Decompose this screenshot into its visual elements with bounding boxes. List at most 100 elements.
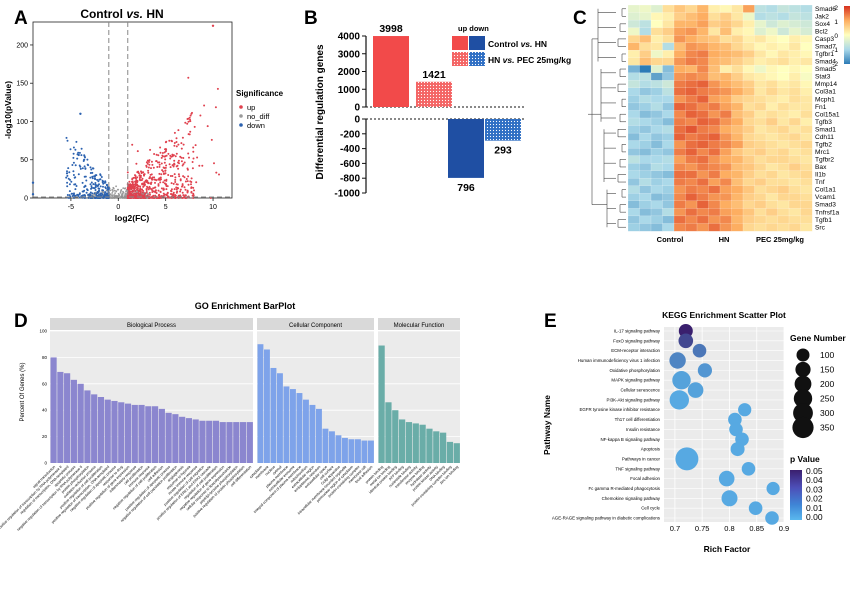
deg-ytick-label: 1000 bbox=[338, 85, 361, 96]
volcano-ytick-label: 0 bbox=[24, 196, 28, 203]
heatmap-cell bbox=[731, 125, 744, 134]
heatmap-gene-label: Mmp14 bbox=[815, 81, 837, 88]
heatmap-cell bbox=[650, 132, 663, 142]
heatmap-cell bbox=[742, 185, 755, 194]
go-bar bbox=[342, 437, 348, 463]
heatmap-cell bbox=[777, 65, 790, 74]
heatmap-cell bbox=[742, 110, 755, 119]
heatmap-cell bbox=[685, 65, 698, 74]
heatmap-cell bbox=[731, 35, 744, 44]
heatmap-cell bbox=[788, 27, 801, 36]
go-bar bbox=[277, 373, 283, 463]
go-bar bbox=[257, 344, 264, 463]
heatmap-cell bbox=[673, 42, 686, 51]
heatmap-cell bbox=[765, 57, 778, 66]
volcano-point-down bbox=[84, 167, 87, 170]
volcano-point-up bbox=[142, 196, 145, 199]
volcano-point-down bbox=[74, 148, 77, 151]
heatmap-cell bbox=[719, 12, 732, 21]
go-ytick-label: 40 bbox=[42, 408, 48, 413]
heatmap-cell bbox=[662, 35, 675, 44]
deg-bars: 3998 1421 796 293 bbox=[373, 23, 521, 194]
go-bar bbox=[226, 422, 233, 463]
volcano-point-up bbox=[171, 153, 174, 156]
heatmap-cell bbox=[754, 125, 767, 134]
volcano-point-down bbox=[31, 193, 35, 196]
volcano-point-up bbox=[173, 188, 176, 191]
volcano-point-up bbox=[149, 193, 151, 196]
heatmap-cell bbox=[777, 125, 790, 134]
volcano-point-up bbox=[145, 161, 148, 164]
heatmap-cell bbox=[685, 215, 698, 224]
volcano-point-up bbox=[192, 186, 195, 189]
kegg-title: KEGG Enrichment Scatter Plot bbox=[662, 310, 786, 320]
heatmap-cell bbox=[696, 57, 709, 66]
volcano-point-up bbox=[132, 176, 135, 179]
volcano-point-up bbox=[177, 167, 180, 170]
volcano-point-up bbox=[189, 180, 192, 183]
heatmap-cell bbox=[627, 87, 640, 96]
volcano-point-down bbox=[91, 177, 94, 180]
heatmap-cell bbox=[639, 102, 652, 111]
volcano-point-up bbox=[128, 185, 131, 188]
volcano-point-up bbox=[156, 166, 159, 168]
volcano-point-down bbox=[72, 174, 75, 176]
heatmap-cell bbox=[673, 223, 686, 232]
volcano-point-up bbox=[143, 174, 145, 177]
volcano-point-down bbox=[79, 112, 82, 116]
volcano-point-up bbox=[165, 164, 168, 167]
panel-e-kegg-scatter: E KEGG Enrichment Scatter Plot Pathway N… bbox=[542, 310, 846, 554]
heatmap-cell bbox=[777, 72, 790, 81]
volcano-point-down bbox=[94, 182, 97, 184]
volcano-point-down bbox=[105, 183, 108, 186]
heatmap-cell bbox=[765, 110, 778, 119]
go-bar bbox=[70, 379, 77, 463]
volcano-point-up bbox=[189, 130, 192, 133]
go-bar bbox=[179, 416, 186, 463]
heatmap-cell bbox=[765, 163, 778, 172]
volcano-point-up bbox=[135, 192, 138, 195]
volcano-point-up bbox=[186, 180, 189, 183]
heatmap-cell bbox=[719, 80, 732, 89]
volcano-point-up bbox=[183, 176, 186, 179]
go-bar bbox=[368, 440, 374, 463]
heatmap-cell bbox=[627, 27, 640, 36]
go-bar bbox=[378, 345, 385, 463]
heatmap-cell bbox=[731, 110, 744, 119]
kegg-pathway-label: Insulin resistance bbox=[626, 427, 660, 432]
heatmap-cell bbox=[754, 155, 767, 164]
volcano-point-up bbox=[177, 173, 180, 176]
heatmap-cell bbox=[662, 132, 675, 142]
volcano-point-up bbox=[141, 191, 144, 194]
kegg-pathway-label: Cell cycle bbox=[641, 506, 660, 511]
heatmap-cell bbox=[650, 102, 663, 111]
heatmap-cell bbox=[639, 140, 652, 149]
kegg-pathway-label: Fc gamma R-mediated phagocytosis bbox=[588, 486, 660, 491]
heatmap-cell bbox=[639, 65, 652, 74]
volcano-point-up bbox=[168, 163, 171, 166]
volcano-point-up bbox=[158, 163, 161, 166]
heatmap-cell bbox=[696, 132, 709, 142]
volcano-point-up bbox=[136, 183, 139, 186]
volcano-point-up bbox=[160, 195, 163, 197]
deg-ytick-label: -400 bbox=[340, 144, 360, 155]
volcano-point-up bbox=[214, 106, 217, 109]
kegg-pathway-label: Pathways in cancer bbox=[622, 456, 661, 461]
volcano-point-down bbox=[72, 170, 75, 173]
volcano-point-down bbox=[100, 176, 103, 178]
deg-bar-up bbox=[373, 36, 409, 107]
heatmap-cell bbox=[662, 65, 675, 74]
heatmap-cell bbox=[627, 178, 640, 187]
go-bar bbox=[335, 435, 342, 463]
volcano-point-up bbox=[131, 178, 134, 181]
heatmap-cell bbox=[777, 185, 790, 194]
heatmap-gene-label: Smad4 bbox=[815, 59, 836, 66]
heatmap-cell bbox=[719, 19, 732, 28]
heatmap-cell bbox=[673, 102, 686, 111]
kegg-size-legend-marker bbox=[796, 348, 810, 362]
heatmap-cell bbox=[742, 223, 755, 232]
heatmap-cell bbox=[765, 72, 778, 81]
volcano-point-up bbox=[192, 192, 195, 195]
volcano-point-up bbox=[173, 131, 176, 134]
